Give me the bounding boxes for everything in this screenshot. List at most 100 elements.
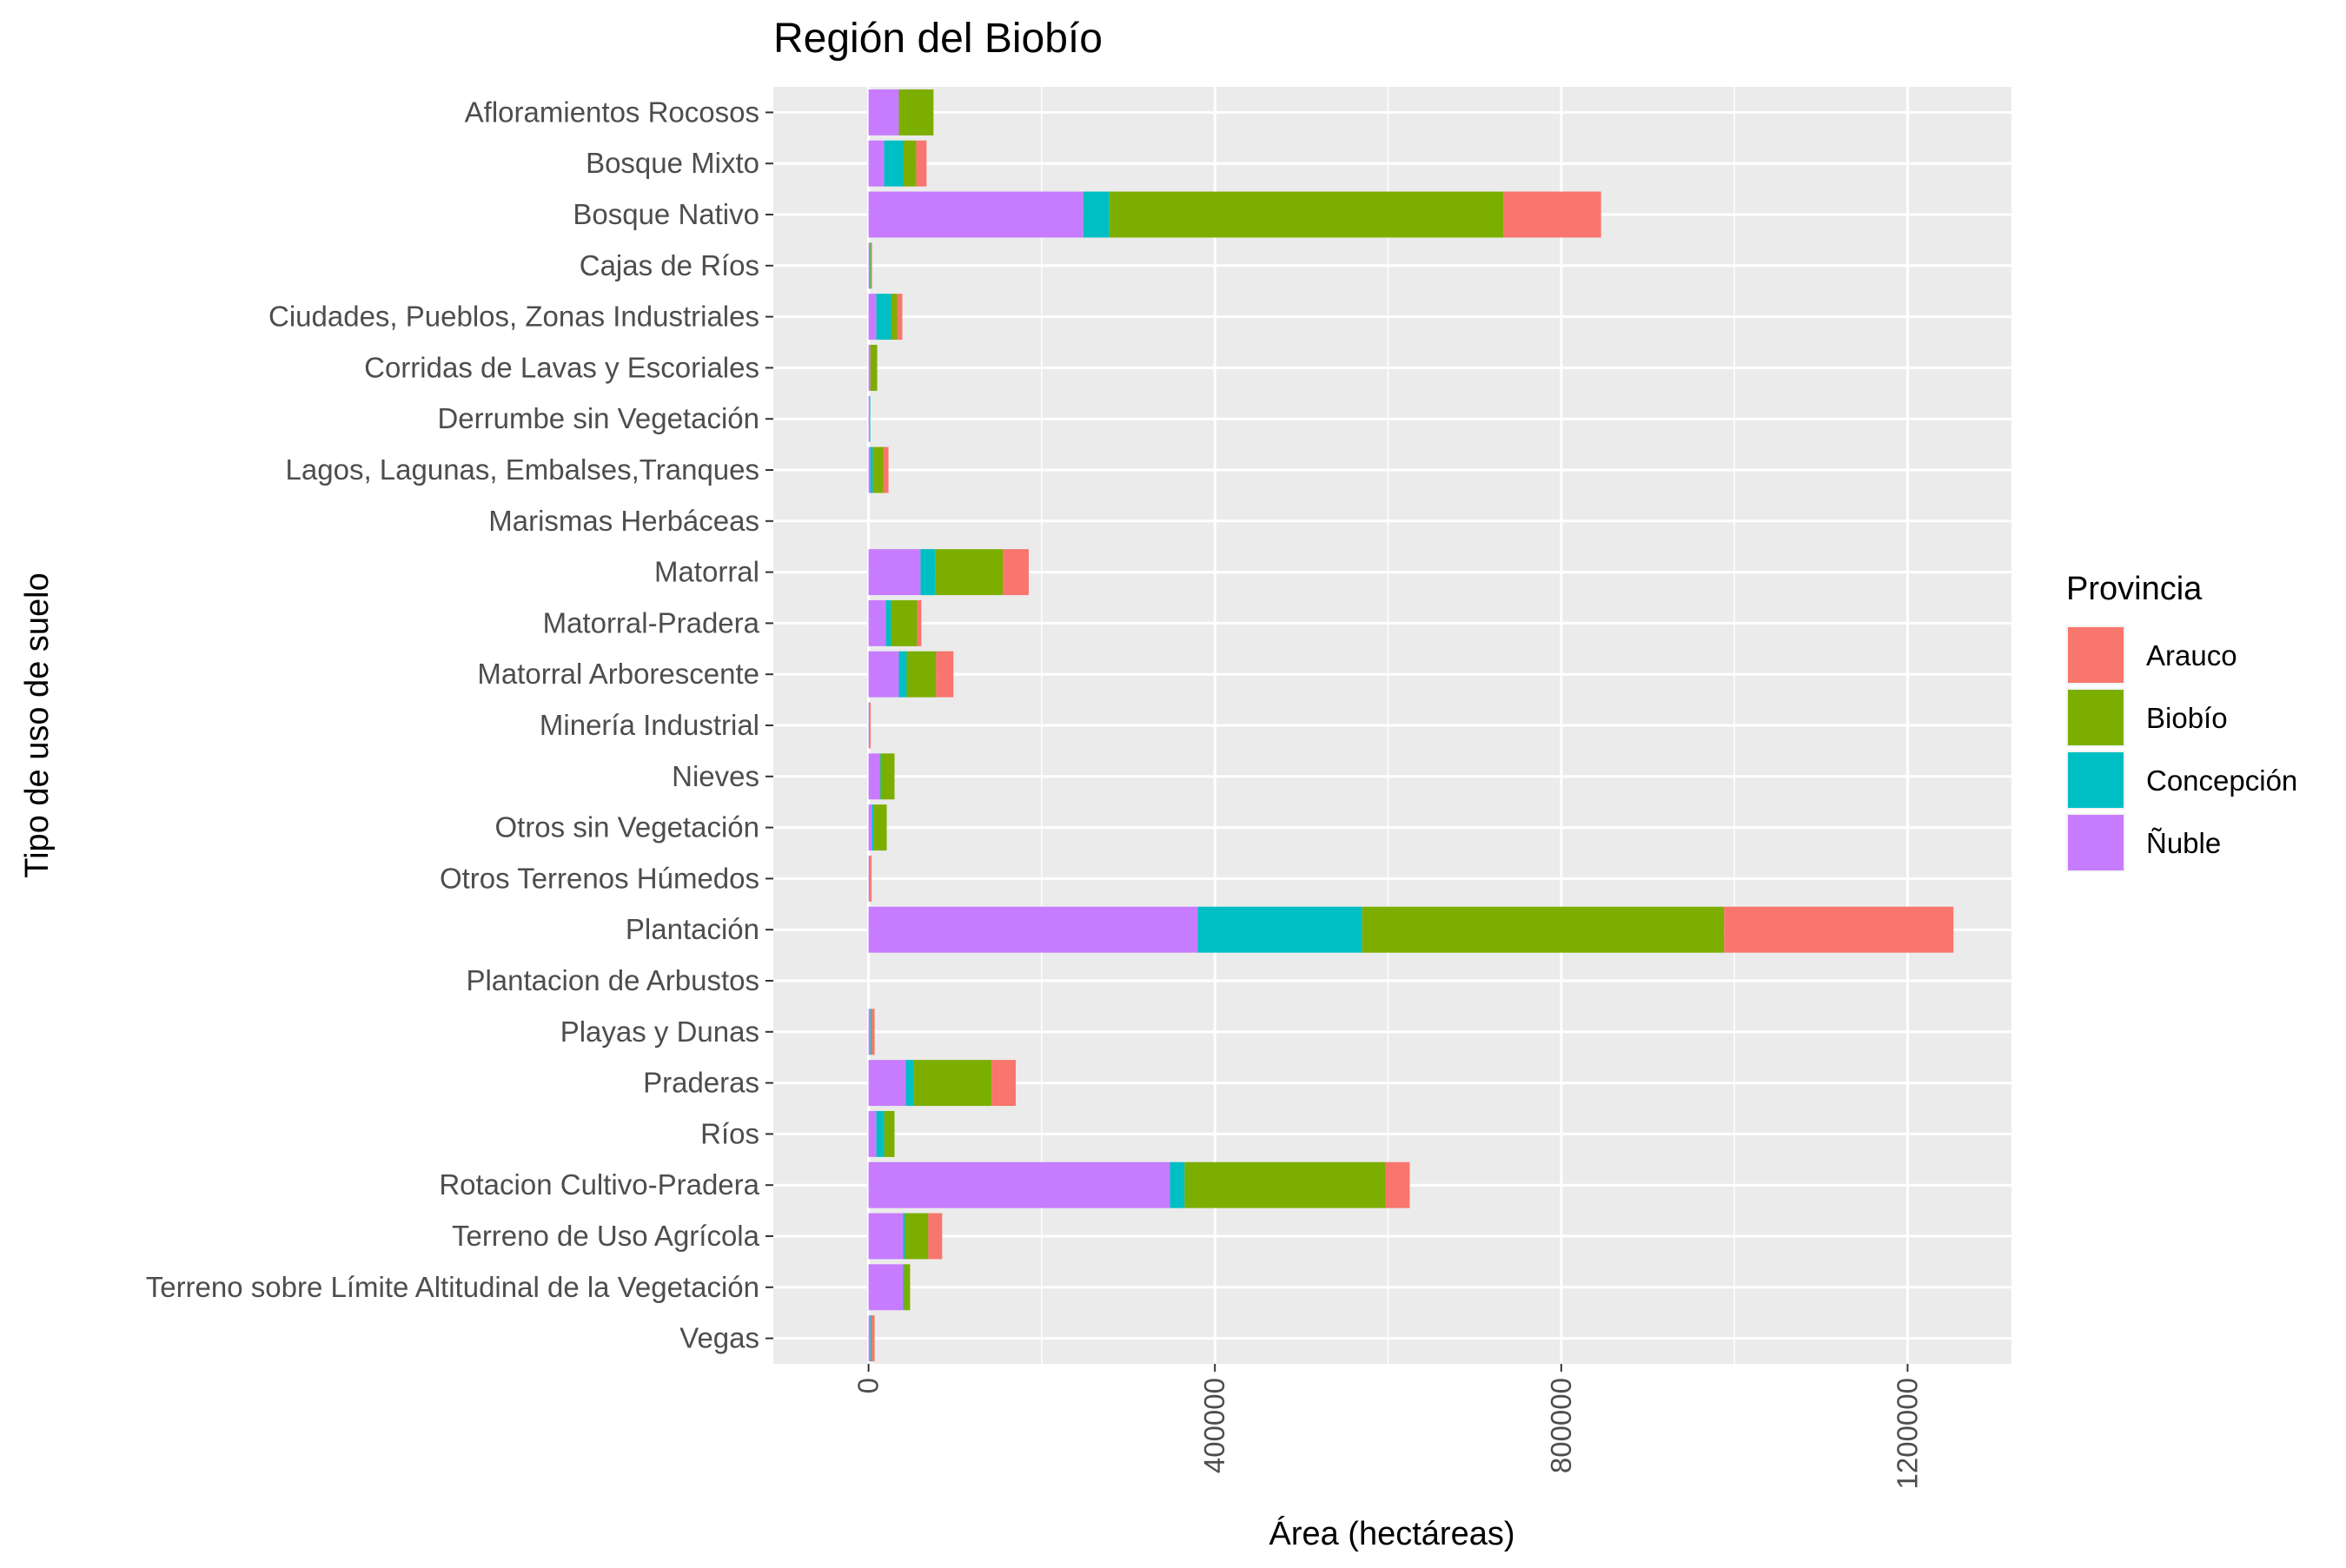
bar-arauco-ciudades-pueblos-zonas-industriales [897, 294, 903, 341]
x-tick-label: 1200000 [1891, 1378, 1923, 1489]
bar-concepcion-matorral [920, 549, 936, 596]
bar-biobio-matorral [935, 549, 1004, 596]
bar-biobio-mineria-industrial [869, 702, 871, 749]
bar-arauco-matorral-pradera [917, 599, 922, 646]
y-tick-label: Marismas Herbáceas [488, 505, 759, 537]
bar-biobio-terreno-de-uso-agricola [905, 1213, 929, 1260]
y-tick-label: Praderas [643, 1067, 759, 1099]
y-tick-label: Matorral [654, 556, 759, 588]
y-tick-label: Bosque Nativo [573, 198, 759, 230]
y-tick-label: Derrumbe sin Vegetación [437, 402, 759, 434]
bar-concepcion-terreno-de-uso-agricola [903, 1213, 905, 1260]
bar-nuble-afloramientos-rocosos [868, 89, 899, 136]
bar-concepcion-lagos-lagunas-embalses-tranques [870, 447, 873, 493]
bar-arauco-mineria-industrial [870, 702, 871, 749]
bar-concepcion-matorral-arborescente [898, 651, 907, 698]
bar-nuble-ciudades-pueblos-zonas-industriales [868, 294, 877, 341]
bar-concepcion-plantacion [1197, 906, 1362, 953]
legend-label-concepcion: Concepción [2146, 764, 2297, 797]
bar-arauco-rotacion-cultivo-pradera [1385, 1161, 1410, 1208]
legend-swatch-concepcion [2068, 752, 2124, 808]
y-tick-label: Afloramientos Rocosos [465, 96, 759, 128]
x-tick-label: 400000 [1198, 1378, 1230, 1473]
x-tick-label: 800000 [1545, 1378, 1577, 1473]
y-tick-label: Matorral-Pradera [543, 606, 760, 638]
bar-concepcion-praderas [905, 1060, 914, 1107]
bar-nuble-playas-y-dunas [868, 1009, 871, 1055]
y-tick-label: Playas y Dunas [560, 1016, 759, 1048]
bar-biobio-matorral-arborescente [906, 651, 937, 698]
bar-concepcion-nieves [879, 753, 881, 800]
bar-concepcion-terreno-sobre-limite-altitudinal-de-la-vegetacion [903, 1264, 905, 1311]
bar-arauco-otros-terrenos-humedos [870, 855, 872, 902]
bars-layer [868, 89, 1954, 1362]
bar-nuble-matorral-pradera [868, 599, 886, 646]
y-tick-label: Plantación [626, 913, 759, 945]
bar-nuble-praderas [868, 1060, 906, 1107]
bar-arauco-vegas [871, 1315, 875, 1362]
y-tick-label: Plantacion de Arbustos [466, 964, 759, 996]
bar-arauco-bosque-nativo [1503, 191, 1601, 238]
bar-nuble-nieves [868, 753, 880, 800]
x-tick-label: 0 [852, 1378, 885, 1393]
y-tick-label: Terreno de Uso Agrícola [452, 1220, 760, 1252]
bar-arauco-matorral-arborescente [936, 651, 954, 698]
bar-concepcion-bosque-mixto [884, 140, 904, 187]
bar-concepcion-matorral-pradera [885, 599, 891, 646]
bar-nuble-derrumbe-sin-vegetacion [868, 395, 871, 442]
bar-concepcion-rios [876, 1110, 885, 1157]
x-axis-title: Área (hectáreas) [1269, 1515, 1514, 1552]
bar-biobio-otros-terrenos-humedos [869, 855, 871, 902]
bar-biobio-otros-sin-vegetacion [873, 804, 887, 851]
bar-arauco-cajas-de-rios [871, 242, 872, 289]
y-tick-label: Cajas de Ríos [580, 249, 759, 281]
bar-concepcion-ciudades-pueblos-zonas-industriales [876, 294, 891, 341]
bar-nuble-otros-sin-vegetacion [868, 804, 872, 851]
bar-nuble-bosque-mixto [868, 140, 885, 187]
y-tick-label: Lagos, Lagunas, Embalses,Tranques [286, 453, 759, 486]
y-tick-label: Corridas de Lavas y Escoriales [364, 351, 759, 383]
bar-nuble-mineria-industrial [868, 702, 870, 749]
y-tick-label: Bosque Mixto [586, 147, 759, 179]
bar-nuble-otros-terrenos-humedos [868, 855, 870, 902]
bar-biobio-lagos-lagunas-embalses-tranques [872, 447, 884, 493]
y-tick-label: Otros sin Vegetación [494, 811, 759, 844]
bar-biobio-rotacion-cultivo-pradera [1184, 1161, 1386, 1208]
legend: Provincia Arauco Biobío Concepción Ñuble [2066, 571, 2297, 872]
legend-swatch-arauco [2068, 627, 2124, 683]
y-tick-label: Ciudades, Pueblos, Zonas Industriales [268, 301, 759, 333]
bar-concepcion-derrumbe-sin-vegetacion [870, 395, 871, 442]
bar-biobio-bosque-nativo [1109, 191, 1504, 238]
bar-biobio-plantacion [1362, 906, 1725, 953]
y-tick-label: Vegas [679, 1322, 759, 1354]
legend-swatch-biobio [2068, 690, 2124, 745]
bar-arauco-matorral [1003, 549, 1029, 596]
bar-arauco-playas-y-dunas [871, 1009, 875, 1055]
bar-nuble-terreno-sobre-limite-altitudinal-de-la-vegetacion [868, 1264, 904, 1311]
bar-biobio-matorral-pradera [891, 599, 918, 646]
y-tick-label: Nieves [672, 760, 759, 792]
bar-biobio-vegas [871, 1315, 872, 1362]
legend-items: Arauco Biobío Concepción Ñuble [2066, 625, 2297, 872]
legend-label-arauco: Arauco [2146, 639, 2237, 672]
bar-biobio-corridas-de-lavas-y-escoriales [870, 344, 878, 391]
legend-swatch-nuble [2068, 815, 2124, 870]
bar-nuble-plantacion [868, 906, 1198, 953]
bar-biobio-nieves [880, 753, 895, 800]
bar-concepcion-rotacion-cultivo-pradera [1170, 1161, 1185, 1208]
y-tick-label: Matorral Arborescente [477, 658, 759, 690]
y-tick-label: Otros Terrenos Húmedos [440, 862, 759, 894]
bar-biobio-ciudades-pueblos-zonas-industriales [891, 294, 898, 341]
legend-label-nuble: Ñuble [2146, 827, 2221, 859]
x-axis-ticks: 0 400000 800000 1200000 [852, 1364, 1923, 1489]
bar-biobio-rios [884, 1110, 895, 1157]
y-tick-label: Ríos [700, 1117, 759, 1149]
bar-arauco-bosque-mixto [916, 140, 927, 187]
bar-biobio-afloramientos-rocosos [898, 89, 934, 136]
y-tick-label: Rotacion Cultivo-Pradera [439, 1168, 759, 1201]
bar-concepcion-otros-terrenos-humedos [869, 855, 870, 902]
bar-nuble-rotacion-cultivo-pradera [868, 1161, 1170, 1208]
chart-title: Región del Biobío [773, 16, 1103, 62]
